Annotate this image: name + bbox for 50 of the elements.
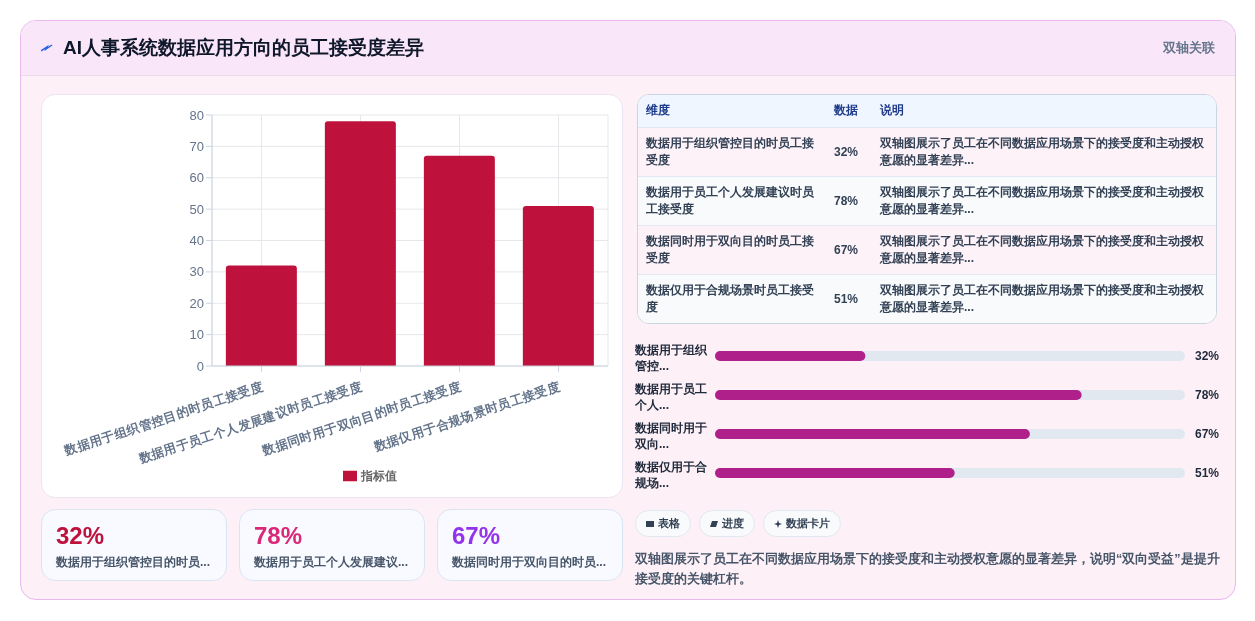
text: 维度 [645, 102, 671, 120]
category-label: 数据用于员工个人发展建议... [254, 554, 409, 571]
y-tick-label: 60 [189, 170, 204, 186]
y-tick-label: 40 [189, 233, 204, 249]
y-tick-label: 0 [196, 358, 204, 374]
bar [423, 155, 495, 366]
category-label: 数据同时用于双向目的时员工接受度 [645, 232, 815, 267]
text: 双轴关联 [1163, 39, 1215, 57]
text: 67% [834, 242, 859, 257]
y-tick-label: 数据同时用于双向... [634, 420, 707, 451]
category-label: 数据用于组织管控目的时员工接受度 [645, 134, 815, 169]
text: 数据卡片 [763, 510, 841, 537]
text: 32% [834, 144, 859, 159]
bar [715, 351, 866, 361]
category-label: 数据仅用于合规场景时员工接受度 [645, 281, 815, 316]
data-label: 78% [1195, 388, 1220, 402]
text: 67% [452, 522, 501, 549]
bar [522, 205, 594, 366]
text: 双轴图展示了员工在不同数据应用场景下的接受度和主动授权意愿的显著差异... [879, 134, 1205, 169]
bar [324, 121, 396, 366]
text: 78% [834, 193, 859, 208]
y-tick-label: 数据仅用于合规场... [634, 459, 708, 490]
y-tick-label: 10 [189, 327, 204, 343]
y-tick-label: 80 [189, 107, 204, 123]
text: 数据 [833, 102, 859, 120]
text: 双轴图展示了员工在不同数据应用场景下的接受度和主动授权意愿的显著差异... [879, 183, 1205, 218]
category-label: 数据同时用于双向目的时员... [452, 554, 607, 571]
y-tick-label: 70 [189, 138, 204, 154]
text: 进度 [699, 510, 755, 537]
chart-title: AI人事系统数据应用方向的员工接受度差异 [63, 36, 425, 60]
text: 表格 [635, 510, 691, 537]
y-tick-label: 50 [189, 201, 204, 217]
text: 双轴图展示了员工在不同数据应用场景下的接受度和主动授权意愿的显著差异... [879, 281, 1205, 316]
text: 说明 [879, 102, 905, 120]
y-tick-label: 数据用于员工个人... [634, 381, 707, 412]
text: 双轴图展示了员工在不同数据应用场景下的接受度和主动授权意愿的显著差异... [879, 232, 1205, 267]
y-tick-label: 20 [189, 295, 204, 311]
y-tick-label: 数据用于组织管控... [634, 342, 708, 373]
bar [225, 265, 297, 366]
text: 78% [254, 522, 303, 549]
data-label: 32% [1195, 349, 1220, 363]
data-label: 51% [1195, 466, 1220, 480]
data-label: 67% [1195, 427, 1220, 441]
category-label: 数据用于组织管控目的时员... [56, 554, 211, 571]
text: 双轴图展示了员工在不同数据应用场景下的接受度和主动授权意愿的显著差异，说明“双向受益”是提升接受度的关键杠杆。 [635, 550, 1220, 588]
text: 32% [56, 522, 105, 549]
category-label: 数据用于员工个人发展建议时员工接受度 [645, 183, 815, 218]
text: 51% [834, 291, 859, 306]
y-tick-label: 30 [189, 264, 204, 280]
legend-label: 指标值 [361, 469, 397, 483]
